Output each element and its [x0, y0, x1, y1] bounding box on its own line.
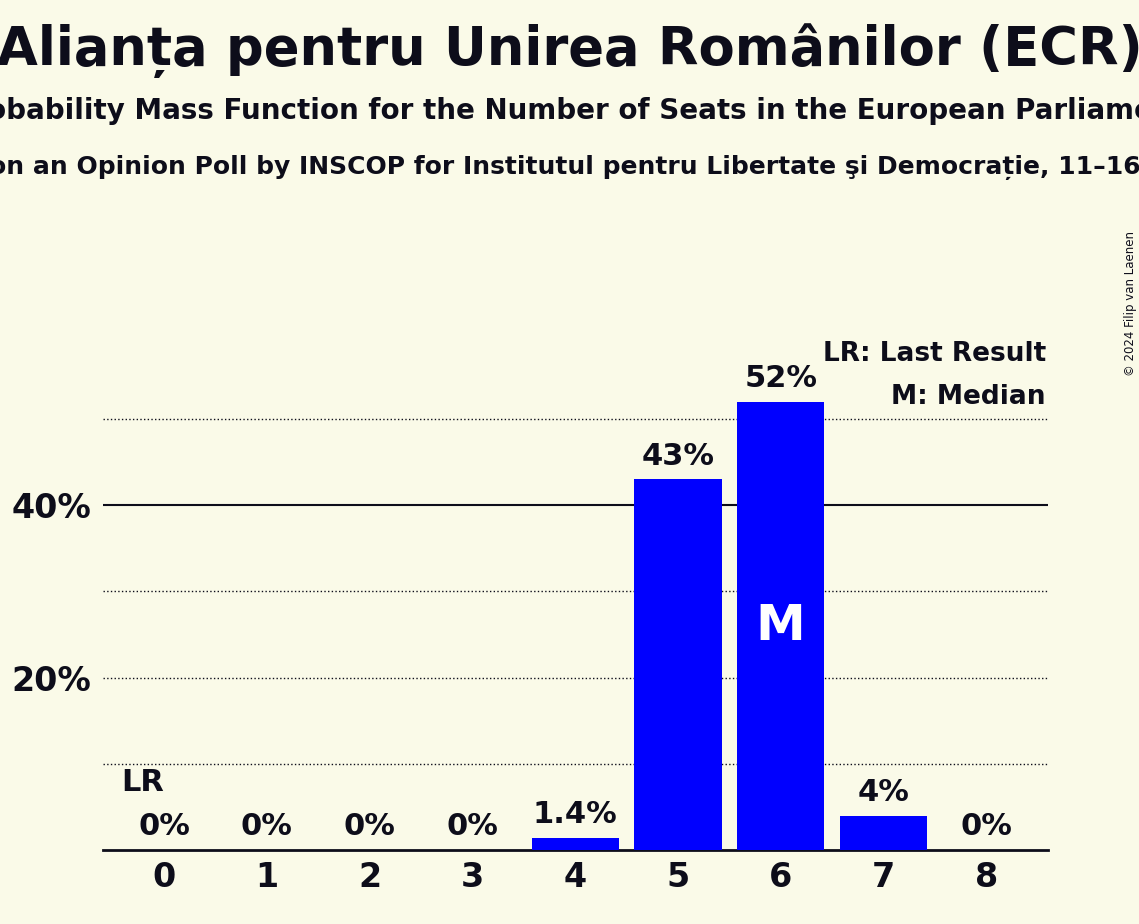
Bar: [737, 402, 825, 850]
Text: © 2024 Filip van Laenen: © 2024 Filip van Laenen: [1124, 231, 1137, 376]
Text: 52%: 52%: [744, 364, 817, 393]
Text: on an Opinion Poll by INSCOP for Institutul pentru Libertate şi Democrație, 11–1: on an Opinion Poll by INSCOP for Institu…: [0, 155, 1139, 180]
Bar: [532, 838, 618, 850]
Text: LR: LR: [121, 768, 164, 797]
Text: 0%: 0%: [960, 812, 1013, 842]
Text: M: Median: M: Median: [892, 384, 1046, 410]
Text: 0%: 0%: [241, 812, 293, 842]
Text: 4%: 4%: [858, 778, 909, 807]
Text: 0%: 0%: [446, 812, 499, 842]
Text: 0%: 0%: [138, 812, 190, 842]
Text: Probability Mass Function for the Number of Seats in the European Parliament: Probability Mass Function for the Number…: [0, 97, 1139, 125]
Text: 1.4%: 1.4%: [533, 800, 617, 830]
Text: 0%: 0%: [344, 812, 395, 842]
Text: Alianța pentru Unirea Românilor (ECR): Alianța pentru Unirea Românilor (ECR): [0, 23, 1139, 78]
Bar: [634, 480, 722, 850]
Text: LR: Last Result: LR: Last Result: [822, 341, 1046, 367]
Text: 43%: 43%: [641, 442, 714, 470]
Text: M: M: [756, 602, 805, 650]
Bar: [839, 816, 927, 850]
